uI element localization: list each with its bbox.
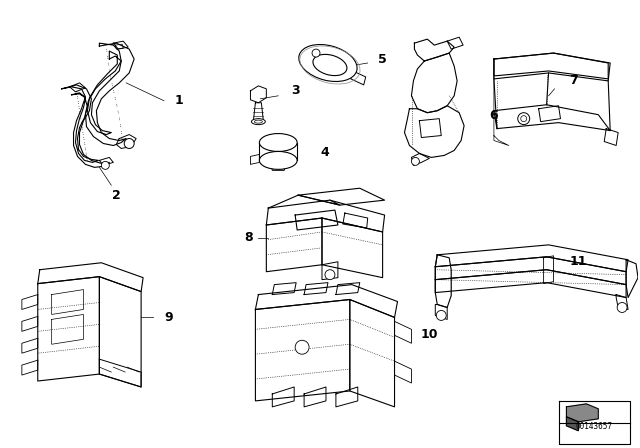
Ellipse shape — [252, 119, 266, 125]
Text: 4: 4 — [321, 146, 330, 159]
Text: 7: 7 — [569, 74, 578, 87]
Circle shape — [295, 340, 309, 354]
Text: 9: 9 — [164, 311, 173, 324]
Text: 10: 10 — [420, 328, 438, 341]
Circle shape — [101, 161, 109, 169]
Ellipse shape — [313, 54, 347, 76]
Circle shape — [436, 310, 446, 320]
Ellipse shape — [255, 120, 262, 123]
Text: 00143657: 00143657 — [576, 422, 612, 431]
Circle shape — [617, 302, 627, 312]
Text: 11: 11 — [570, 255, 587, 268]
Circle shape — [312, 49, 320, 57]
Text: 1: 1 — [175, 94, 183, 107]
Text: 5: 5 — [378, 52, 387, 65]
Circle shape — [124, 138, 134, 148]
Text: 6: 6 — [490, 109, 498, 122]
Circle shape — [325, 270, 335, 280]
Circle shape — [518, 113, 530, 125]
Text: 3: 3 — [291, 84, 300, 97]
Ellipse shape — [299, 44, 357, 82]
Text: 8: 8 — [244, 232, 253, 245]
Ellipse shape — [259, 151, 297, 169]
Ellipse shape — [259, 134, 297, 151]
Polygon shape — [566, 404, 598, 422]
Circle shape — [412, 157, 419, 165]
Text: 2: 2 — [112, 189, 121, 202]
Circle shape — [521, 116, 527, 122]
Polygon shape — [566, 417, 579, 431]
